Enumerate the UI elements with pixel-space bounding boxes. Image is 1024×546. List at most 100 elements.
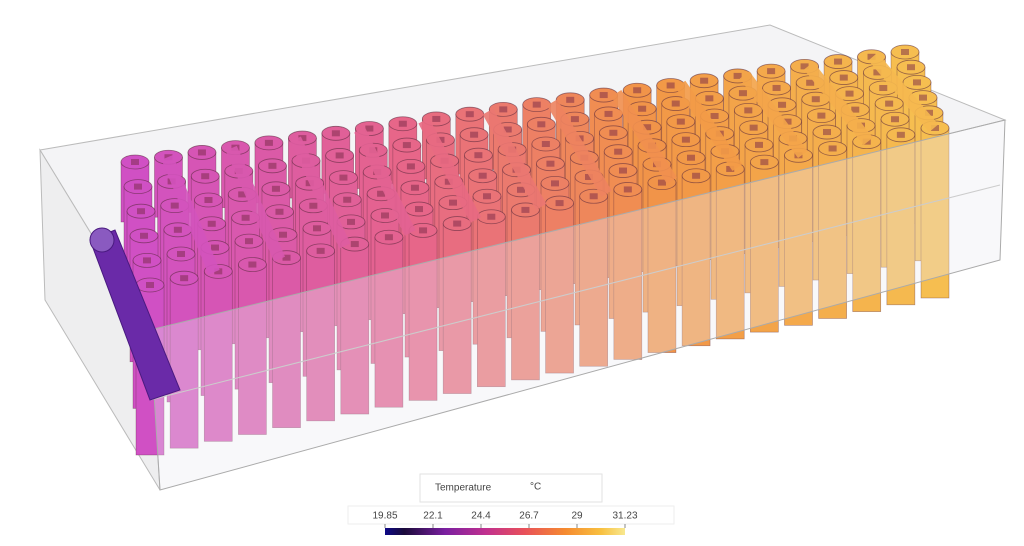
- cell-terminal: [279, 231, 287, 238]
- cell-terminal: [211, 244, 219, 251]
- cell-body: [715, 168, 745, 340]
- cell-terminal: [839, 74, 848, 81]
- cell-terminal: [891, 116, 899, 123]
- bus-bar: [675, 80, 743, 171]
- cell-terminal: [901, 49, 909, 55]
- bus-bar: [546, 99, 612, 197]
- cell-terminal: [331, 130, 340, 137]
- cell-body: [238, 264, 267, 435]
- cell-terminal: [681, 136, 690, 143]
- cell-body: [647, 182, 677, 353]
- cell-terminal: [268, 162, 277, 169]
- cell-terminal: [241, 214, 250, 221]
- cell-terminal: [834, 58, 843, 65]
- cell-terminal: [173, 226, 182, 233]
- cell-terminal: [783, 118, 792, 125]
- cell-terminal: [487, 213, 496, 220]
- enclosure-front: [89, 119, 1006, 491]
- cell-terminal: [604, 110, 613, 117]
- cell-body: [920, 127, 950, 299]
- cell-terminal: [828, 145, 837, 152]
- cell-body: [306, 250, 335, 422]
- bus-bar: [225, 145, 286, 262]
- cell-terminal: [309, 202, 318, 209]
- cell-terminal: [873, 69, 882, 76]
- cell-terminal: [760, 159, 769, 166]
- bus-bar: [289, 136, 351, 249]
- cell-terminal: [755, 141, 763, 148]
- cell-terminal: [913, 79, 921, 86]
- cell-terminal: [744, 107, 753, 114]
- cell-terminal: [772, 84, 781, 91]
- cell-terminal: [733, 72, 742, 79]
- cell-terminal: [671, 100, 680, 107]
- cell-terminal: [676, 118, 685, 125]
- cell-terminal: [415, 206, 423, 213]
- cell-terminal: [201, 173, 210, 180]
- cell-terminal: [402, 142, 411, 149]
- cell-terminal: [566, 96, 575, 103]
- cell-terminal: [343, 196, 352, 203]
- cell-terminal: [817, 112, 826, 119]
- cell-terminal: [541, 141, 550, 147]
- cell-terminal: [896, 131, 905, 138]
- bus-bar: [354, 127, 416, 236]
- cell-body: [374, 236, 404, 408]
- cell-terminal: [537, 121, 546, 128]
- cell-terminal: [705, 95, 714, 102]
- cell-terminal: [555, 200, 564, 207]
- bus-bar: [868, 52, 939, 133]
- cell-terminal: [589, 193, 598, 200]
- cell-terminal: [177, 250, 185, 257]
- cell-terminal: [313, 225, 321, 232]
- cell-terminal: [638, 105, 647, 112]
- cell-terminal: [410, 184, 419, 191]
- cell-terminal: [867, 53, 876, 60]
- enclosure-edge: [149, 184, 1001, 401]
- cell-body: [681, 175, 711, 347]
- cell-terminal: [738, 90, 747, 97]
- cell-terminal: [800, 63, 809, 70]
- bus-bar: [611, 90, 678, 184]
- cell-terminal: [143, 257, 151, 264]
- cell-terminal: [483, 193, 491, 200]
- cell-terminal: [365, 125, 374, 132]
- cell-body: [408, 230, 438, 401]
- cell-terminal: [478, 172, 487, 179]
- cell-terminal: [599, 92, 608, 99]
- cell-terminal: [347, 218, 355, 225]
- cell-terminal: [666, 82, 675, 89]
- enclosure-wall: [149, 119, 1006, 491]
- cell-terminal: [339, 174, 348, 181]
- cell-terminal: [180, 275, 189, 282]
- cell-terminal: [204, 197, 213, 203]
- cell-terminal: [432, 115, 441, 122]
- cell-body: [272, 257, 301, 428]
- cells: [120, 44, 950, 456]
- cell-terminal: [499, 106, 508, 113]
- cell-terminal: [609, 129, 618, 136]
- cell-terminal: [521, 206, 530, 213]
- cell-terminal: [851, 106, 860, 113]
- cell-terminal: [517, 186, 525, 193]
- cell-terminal: [134, 183, 142, 190]
- cell-terminal: [298, 135, 307, 142]
- cell-terminal: [406, 163, 415, 170]
- cell-terminal: [449, 199, 457, 206]
- cell-terminal: [657, 179, 666, 186]
- cell-terminal: [726, 165, 735, 172]
- cell-terminal: [316, 247, 325, 254]
- tick-label: 24.4: [471, 511, 491, 522]
- cell-terminal: [275, 208, 284, 215]
- cell-terminal: [532, 101, 541, 108]
- cell-terminal: [282, 254, 291, 261]
- tick-label: 22.1: [423, 511, 443, 522]
- cell-terminal: [806, 79, 815, 86]
- cell-terminal: [767, 68, 776, 75]
- cell-terminal: [419, 227, 428, 234]
- cell-terminal: [823, 129, 831, 136]
- cell-terminal: [551, 180, 559, 187]
- legend-ticks: 19.85 22.1 24.4 26.7 29 31.23: [372, 511, 638, 528]
- cell-terminal: [384, 234, 393, 241]
